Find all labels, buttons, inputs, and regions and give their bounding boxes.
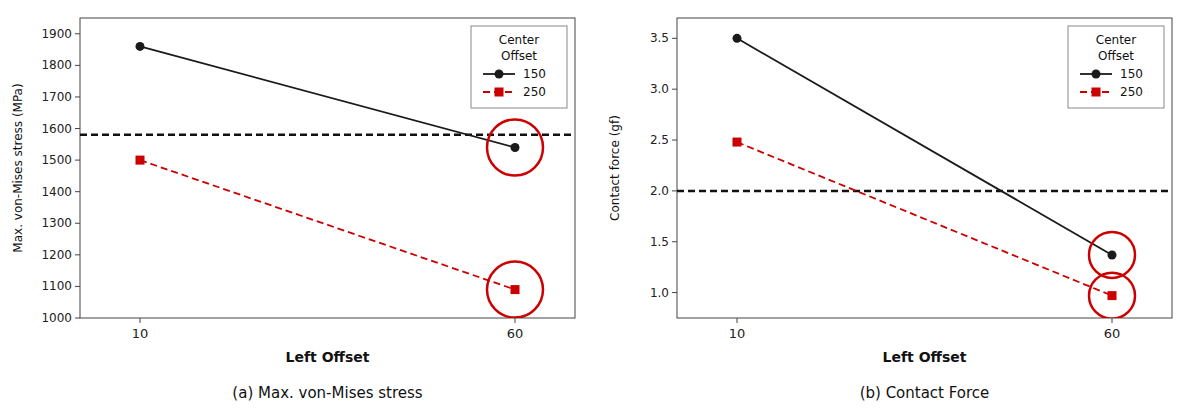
highlight-circle — [1089, 232, 1135, 278]
legend-marker — [495, 88, 504, 97]
point — [511, 285, 520, 294]
y-tick-label: 1600 — [41, 122, 72, 136]
chart-title: (a) Max. von-Mises stress — [232, 384, 422, 402]
y-tick-label: 1300 — [41, 216, 72, 230]
chart: 1.0 1.5 2.0 2.5 3.0 3.5 10 60 Left Offset Contact… — [608, 18, 1172, 402]
y-axis-label: Contact force (gf) — [608, 115, 622, 221]
point — [136, 42, 145, 51]
legend: CenterOffset 150 250 — [471, 26, 567, 108]
reference-line — [677, 190, 1172, 193]
legend-marker — [1092, 88, 1101, 97]
x-tick — [1112, 318, 1113, 323]
y-tick-label: 1400 — [41, 185, 72, 199]
y-tick-label: 2.5 — [650, 133, 669, 147]
series-line — [737, 38, 1112, 255]
y-tick-label: 1900 — [41, 27, 72, 41]
y-tick-label: 1.5 — [650, 235, 669, 249]
y-tick-label: 1000 — [41, 311, 72, 325]
legend-label: 150 — [523, 67, 546, 81]
y-tick — [75, 318, 80, 319]
highlight-circle — [487, 262, 543, 318]
x-tick-label: 60 — [507, 326, 524, 341]
x-tick-label: 10 — [132, 326, 149, 341]
series-line — [737, 142, 1112, 296]
figure: 1000 1100 1200 1300 1400 1500 1600 1700 1800 1900… — [0, 0, 1194, 417]
chart: 1000 1100 1200 1300 1400 1500 1600 1700 1800 1900… — [11, 18, 575, 402]
x-tick-label: 10 — [729, 326, 746, 341]
legend-box — [1068, 26, 1164, 108]
y-tick — [75, 65, 80, 66]
legend: CenterOffset 150 250 — [1068, 26, 1164, 108]
point — [511, 143, 520, 152]
y-tick — [75, 33, 80, 34]
x-tick-label: 60 — [1104, 326, 1121, 341]
y-tick — [75, 96, 80, 97]
legend-title: CenterOffset — [499, 33, 539, 63]
point — [136, 156, 145, 165]
legend-marker — [1092, 70, 1101, 79]
chart-title: (b) Contact Force — [860, 384, 990, 402]
x-tick — [140, 318, 141, 323]
y-tick — [672, 292, 677, 293]
y-tick — [75, 286, 80, 287]
y-tick — [672, 241, 677, 242]
plot-area — [677, 34, 1172, 318]
plot-frame — [80, 18, 575, 318]
series-line — [140, 46, 515, 147]
series-line — [140, 160, 515, 289]
y-tick — [75, 254, 80, 255]
point — [1108, 291, 1117, 300]
x-tick — [515, 318, 516, 323]
legend-label: 250 — [1120, 85, 1143, 99]
y-tick — [75, 223, 80, 224]
point — [733, 34, 742, 43]
highlight-circle — [1089, 273, 1135, 318]
y-tick-label: 1100 — [41, 279, 72, 293]
x-tick — [737, 318, 738, 323]
y-tick-label: 3.5 — [650, 31, 669, 45]
legend-marker — [495, 70, 504, 79]
highlight-circle — [487, 119, 543, 175]
plot-frame — [677, 18, 1172, 318]
point — [1108, 250, 1117, 259]
y-tick — [672, 89, 677, 90]
point — [733, 138, 742, 147]
y-tick — [672, 140, 677, 141]
legend-label: 150 — [1120, 67, 1143, 81]
reference-line — [80, 134, 575, 137]
y-axis-label: Max. von-Mises stress (MPa) — [11, 83, 25, 252]
y-tick — [75, 128, 80, 129]
y-tick — [672, 38, 677, 39]
x-axis-label: Left Offset — [286, 349, 370, 365]
y-tick — [75, 160, 80, 161]
y-tick-label: 3.0 — [650, 82, 669, 96]
y-tick-label: 1200 — [41, 248, 72, 262]
y-tick-label: 1800 — [41, 58, 72, 72]
y-tick-label: 1700 — [41, 90, 72, 104]
y-tick — [75, 191, 80, 192]
legend-box — [471, 26, 567, 108]
legend-title: CenterOffset — [1096, 33, 1136, 63]
legend-label: 250 — [523, 85, 546, 99]
y-tick-label: 1500 — [41, 153, 72, 167]
x-axis-label: Left Offset — [883, 349, 967, 365]
y-tick-label: 1.0 — [650, 286, 669, 300]
y-tick-label: 2.0 — [650, 184, 669, 198]
y-tick — [672, 190, 677, 191]
